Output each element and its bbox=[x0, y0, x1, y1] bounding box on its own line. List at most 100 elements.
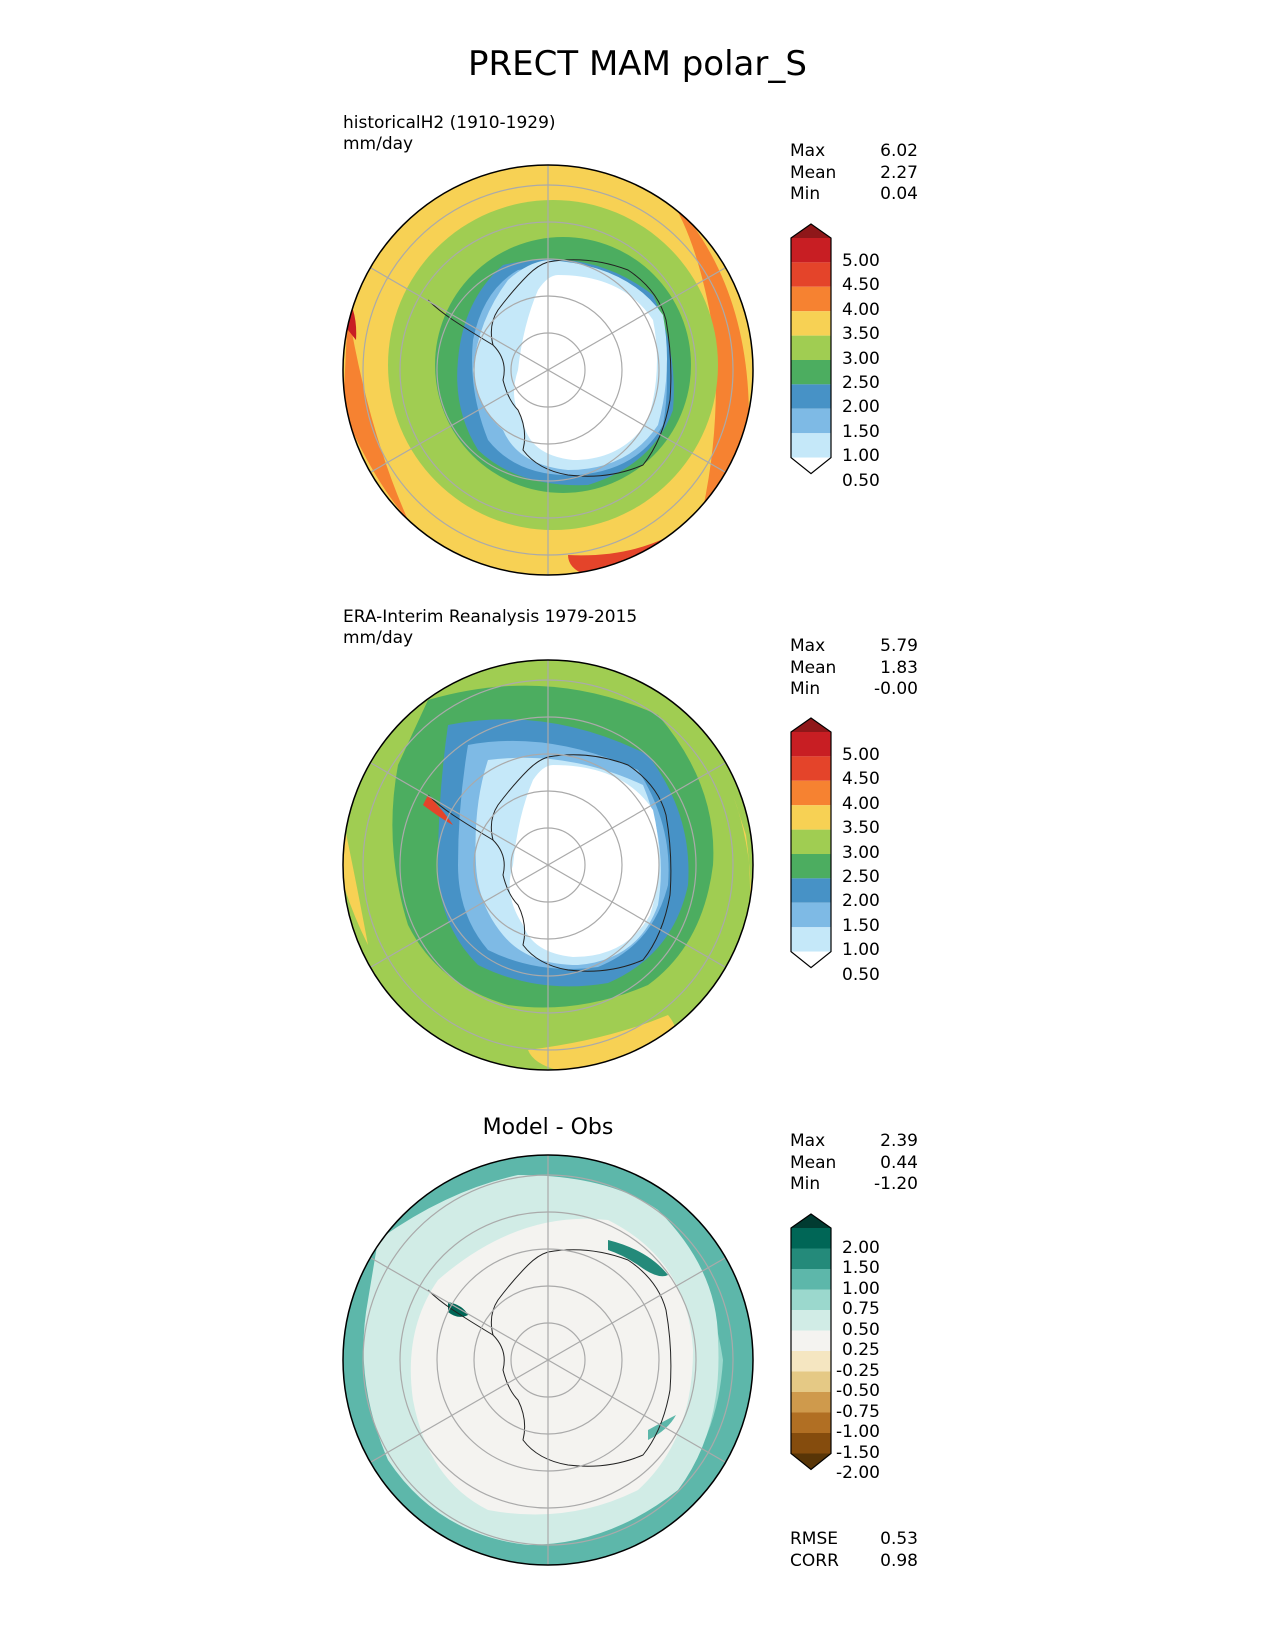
colorbar-segment bbox=[791, 1412, 831, 1433]
colorbar-segment bbox=[791, 262, 831, 287]
colorbar-segment bbox=[791, 718, 831, 734]
ref-title-line1: ERA-Interim Reanalysis 1979-2015 bbox=[343, 607, 638, 627]
colorbar-segment bbox=[791, 1228, 831, 1249]
test-tick-label: 0.50 bbox=[842, 471, 880, 491]
diff-metric-label: CORR bbox=[790, 1550, 839, 1571]
test-field-warm-south bbox=[568, 490, 728, 575]
diff-stat-value: -1.20 bbox=[874, 1174, 918, 1194]
figure-title: PRECT MAM polar_S bbox=[468, 44, 807, 84]
diff-tick-label: -0.50 bbox=[836, 1381, 880, 1401]
colorbar-segment bbox=[791, 1351, 831, 1372]
colorbar-segment bbox=[791, 927, 831, 952]
diff-metric-value: 0.53 bbox=[880, 1529, 918, 1549]
ref-peninsula bbox=[427, 794, 494, 841]
test-stat-label: Mean bbox=[790, 162, 837, 183]
colorbar-segment bbox=[791, 1371, 831, 1392]
diff-stat-value: 2.39 bbox=[880, 1131, 918, 1151]
test-stat-label: Max bbox=[790, 141, 826, 161]
diff-tick-label: 1.00 bbox=[842, 1279, 880, 1299]
diff-tick-label: -0.25 bbox=[836, 1361, 880, 1381]
ref-tick-label: 3.00 bbox=[842, 843, 880, 863]
test-title-line1: historicalH2 (1910-1929) bbox=[343, 113, 556, 133]
ref-title-line2: mm/day bbox=[343, 628, 414, 648]
test-tick-label: 5.00 bbox=[842, 251, 880, 271]
colorbar-segment bbox=[791, 829, 831, 854]
test-panel-title: historicalH2 (1910-1929) mm/day bbox=[343, 113, 556, 155]
test-tick-label: 1.00 bbox=[842, 446, 880, 466]
ref-tick-label: 2.50 bbox=[842, 867, 880, 887]
ref-map-border bbox=[342, 659, 754, 1071]
diff-stat-label: Min bbox=[790, 1174, 821, 1194]
test-title-line2: mm/day bbox=[343, 134, 414, 154]
test-tick-label: 2.50 bbox=[842, 373, 880, 393]
ref-tick-label: 3.50 bbox=[842, 818, 880, 838]
diff-map bbox=[342, 1154, 754, 1566]
diff-tick-label: -1.50 bbox=[836, 1443, 880, 1463]
diff-tick-label: 0.25 bbox=[842, 1340, 880, 1360]
ref-tick-label: 1.50 bbox=[842, 916, 880, 936]
diff-colorbar bbox=[790, 1213, 832, 1471]
diff-map-border bbox=[342, 1154, 754, 1566]
colorbar-segment bbox=[791, 902, 831, 928]
colorbar-segment bbox=[791, 1289, 831, 1310]
test-graticule bbox=[362, 165, 734, 575]
ref-stat-value: 1.83 bbox=[880, 657, 918, 678]
test-tick-label: 3.50 bbox=[842, 324, 880, 344]
colorbar-segment bbox=[791, 756, 831, 781]
ref-tick-label: 4.00 bbox=[842, 794, 880, 814]
colorbar-segment bbox=[791, 433, 831, 458]
colorbar-outline bbox=[790, 717, 832, 969]
diff-stat-label: Mean bbox=[790, 1152, 837, 1173]
diff-tick-label: -2.00 bbox=[836, 1463, 880, 1483]
ref-stat-label: Min bbox=[790, 679, 821, 699]
test-tick-label: 3.00 bbox=[842, 349, 880, 369]
colorbar-segment bbox=[791, 335, 831, 360]
ref-tick-label: 0.50 bbox=[842, 965, 880, 985]
colorbar-segment bbox=[791, 224, 831, 240]
test-stat-label: Min bbox=[790, 184, 821, 204]
colorbar-segment bbox=[791, 1269, 831, 1290]
colorbar-segment bbox=[791, 360, 831, 385]
test-coastline bbox=[490, 259, 672, 477]
ref-peninsula-highs bbox=[423, 795, 453, 825]
test-stats: Max 6.02 Mean 2.27 Min 0.04 bbox=[790, 141, 918, 206]
colorbar-segment bbox=[791, 1248, 831, 1269]
test-map bbox=[342, 164, 754, 576]
ref-graticule bbox=[362, 660, 734, 1070]
diff-graticule bbox=[362, 1155, 734, 1565]
colorbar-segment bbox=[791, 951, 831, 968]
diff-tick-label: -0.75 bbox=[836, 1402, 880, 1422]
test-tick-label: 2.00 bbox=[842, 397, 880, 417]
colorbar-segment bbox=[791, 311, 831, 336]
colorbar-segment bbox=[791, 1433, 831, 1454]
test-colorbar bbox=[790, 223, 832, 475]
ref-stat-value: -0.00 bbox=[874, 679, 918, 699]
colorbar-segment bbox=[791, 854, 831, 879]
ref-tick-label: 1.00 bbox=[842, 940, 880, 960]
test-tick-label: 4.50 bbox=[842, 275, 880, 295]
colorbar-segment bbox=[791, 384, 831, 409]
colorbar-segment bbox=[791, 732, 831, 757]
diff-tick-label: 0.50 bbox=[842, 1320, 880, 1340]
colorbar-segment bbox=[791, 1330, 831, 1351]
colorbar-segment bbox=[791, 408, 831, 434]
test-peninsula bbox=[427, 299, 494, 346]
diff-stat-value: 0.44 bbox=[880, 1152, 918, 1173]
test-tick-label: 4.00 bbox=[842, 300, 880, 320]
diff-tick-label: 0.75 bbox=[842, 1299, 880, 1319]
ref-panel-title: ERA-Interim Reanalysis 1979-2015 mm/day bbox=[343, 607, 637, 649]
ref-stat-value: 5.79 bbox=[880, 636, 918, 656]
test-stat-value: 6.02 bbox=[880, 141, 918, 161]
ref-stats: Max 5.79 Mean 1.83 Min -0.00 bbox=[790, 636, 918, 701]
test-stat-value: 2.27 bbox=[880, 162, 918, 183]
ref-tick-label: 2.00 bbox=[842, 891, 880, 911]
ref-map bbox=[342, 659, 754, 1071]
diff-field-coast-pos3 bbox=[648, 1415, 676, 1440]
colorbar-segment bbox=[791, 457, 831, 474]
diff-stats: Max 2.39 Mean 0.44 Min -1.20 bbox=[790, 1131, 918, 1196]
diff-peninsula bbox=[427, 1289, 494, 1336]
ref-field-yellow-east bbox=[733, 795, 751, 935]
ref-colorbar bbox=[790, 717, 832, 969]
colorbar-segment bbox=[791, 805, 831, 830]
colorbar-outline bbox=[790, 223, 832, 475]
